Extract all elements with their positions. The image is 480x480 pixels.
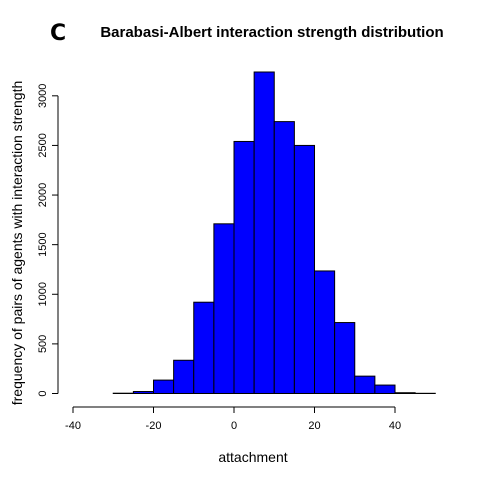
histogram-bar-6: [193, 301, 215, 394]
y-tick-label-3: 1500: [37, 232, 49, 256]
x-tick-label-3: 20: [308, 420, 320, 432]
y-axis: 0 500 1000 1500 2000 2500 3000: [37, 84, 59, 397]
histogram-bar-11: [293, 144, 316, 394]
histogram-bar-13: [334, 322, 356, 394]
x-tick-label-2: 0: [231, 420, 237, 432]
histogram-bar-15: [374, 384, 396, 395]
panel-letter: C: [50, 21, 66, 46]
histogram-bar-4: [153, 379, 175, 395]
histogram-bar-9: [253, 71, 275, 394]
histogram-bar-7: [213, 223, 235, 394]
bars-group: [112, 71, 436, 395]
y-tick-label-6: 3000: [37, 84, 49, 108]
histogram-bar-8: [233, 140, 255, 394]
histogram-bar-5: [173, 359, 195, 395]
x-axis-label: attachment: [218, 449, 287, 465]
x-tick-label-1: -20: [146, 420, 162, 432]
y-tick-label-2: 1000: [37, 282, 49, 306]
histogram-bar-12: [314, 270, 336, 395]
x-tick-label-0: -40: [65, 420, 81, 432]
x-tick-label-4: 40: [389, 420, 401, 432]
histogram-bar-10: [273, 121, 295, 395]
y-tick-label-5: 2500: [37, 133, 49, 157]
histogram-bar-16: [394, 392, 416, 394]
chart-title: Barabasi-Albert interaction strength dis…: [100, 24, 443, 41]
x-axis: -40 -20 0 20 40: [65, 406, 401, 432]
y-axis-label: frequency of pairs of agents with intera…: [9, 81, 25, 406]
y-tick-label-0: 0: [37, 390, 49, 396]
histogram-bar-14: [354, 375, 376, 395]
histogram-bar-3: [132, 391, 155, 394]
y-tick-label-4: 2000: [37, 183, 49, 207]
y-tick-label-1: 500: [37, 335, 49, 353]
